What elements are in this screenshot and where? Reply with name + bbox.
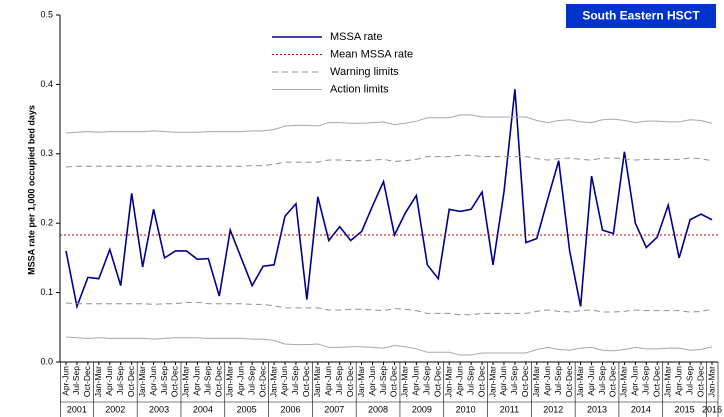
x-tick-label: Apr-Jun (104, 366, 114, 396)
x-tick-label: Jul-Sep (71, 366, 81, 395)
year-label: 2005 (237, 404, 257, 414)
y-tick-label: 0.4 (40, 79, 53, 89)
x-tick-label: Oct-Dec (608, 365, 618, 397)
x-tick-label: Apr-Jun (367, 366, 377, 396)
x-tick-label: Jul-Sep (684, 366, 694, 395)
chart-title: South Eastern HSCT (582, 9, 700, 23)
x-tick-label: Apr-Jun (323, 366, 333, 396)
year-label: 2012 (543, 404, 563, 414)
x-tick-label: Jan-Mar (268, 366, 278, 397)
x-tick-label: Jan-Mar (619, 366, 629, 397)
x-tick-label: Jan-Mar (706, 366, 716, 397)
x-tick-label: Oct-Dec (126, 365, 136, 397)
x-tick-label: Jul-Sep (422, 366, 432, 395)
x-tick-label: Jul-Sep (378, 366, 388, 395)
year-label: 2007 (324, 404, 344, 414)
x-tick-label: Apr-Jun (542, 366, 552, 396)
y-tick-label: 0.3 (40, 148, 53, 158)
year-label: 2003 (149, 404, 169, 414)
x-tick-label: Jul-Sep (246, 366, 256, 395)
x-tick-label: Jul-Sep (334, 366, 344, 395)
x-tick-label: Jan-Mar (575, 366, 585, 397)
x-tick-label: Apr-Jun (630, 366, 640, 396)
x-tick-label: Jan-Mar (662, 366, 672, 397)
year-label: 2002 (105, 404, 125, 414)
x-tick-label: Oct-Dec (214, 365, 224, 397)
legend-label: Mean MSSA rate (330, 48, 413, 60)
x-tick-label: Jul-Sep (203, 366, 213, 395)
y-tick-label: 0.5 (40, 9, 53, 19)
x-tick-label: Jan-Mar (312, 366, 322, 397)
x-tick-label: Apr-Jun (411, 366, 421, 396)
x-tick-label: Jul-Sep (465, 366, 475, 395)
y-tick-label: 0.0 (40, 356, 53, 366)
x-tick-label: Jan-Mar (224, 366, 234, 397)
x-tick-label: Jul-Sep (641, 366, 651, 395)
x-tick-label: Oct-Dec (433, 365, 443, 397)
x-tick-label: Jan-Mar (93, 366, 103, 397)
year-label: 2001 (67, 404, 87, 414)
x-tick-label: Oct-Dec (695, 365, 705, 397)
x-tick-label: Jul-Sep (509, 366, 519, 395)
upper-limit-line (65, 154, 713, 168)
x-tick-label: Jul-Sep (597, 366, 607, 395)
year-label: 2013 (587, 404, 607, 414)
x-tick-label: Oct-Dec (520, 365, 530, 397)
year-label: 2006 (280, 404, 300, 414)
x-tick-label: Jan-Mar (531, 366, 541, 397)
year-label: 2014 (631, 404, 651, 414)
lower-limit-line (65, 336, 713, 356)
x-tick-label: Oct-Dec (301, 365, 311, 397)
x-tick-label: Apr-Jun (586, 366, 596, 396)
x-tick-label: Oct-Dec (345, 365, 355, 397)
x-tick-label: Oct-Dec (389, 365, 399, 397)
x-tick-label: Oct-Dec (82, 365, 92, 397)
legend-label: MSSA rate (330, 31, 383, 43)
x-tick-label: Jan-Mar (400, 366, 410, 397)
year-label: 2015 (675, 404, 695, 414)
legend-label: Action limits (330, 83, 389, 95)
y-tick-label: 0.1 (40, 287, 53, 297)
x-tick-label: Oct-Dec (257, 365, 267, 397)
year-label: 2008 (368, 404, 388, 414)
x-tick-label: Jan-Mar (181, 366, 191, 397)
x-tick-label: Oct-Dec (652, 365, 662, 397)
x-tick-label: Jul-Sep (553, 366, 563, 395)
x-tick-label: Apr-Jun (148, 366, 158, 396)
legend-label: Warning limits (330, 66, 399, 78)
x-tick-label: Oct-Dec (476, 365, 486, 397)
x-tick-label: Apr-Jun (454, 366, 464, 396)
x-tick-label: Apr-Jun (673, 366, 683, 396)
x-tick-label: Jul-Sep (290, 366, 300, 395)
data-line (65, 89, 713, 310)
x-tick-label: Apr-Jun (235, 366, 245, 396)
x-tick-label: Jan-Mar (356, 366, 366, 397)
x-tick-label: Apr-Jun (279, 366, 289, 396)
y-axis-label: MSSA rate per 1,000 occupied bed days (26, 105, 36, 275)
x-tick-label: Jan-Mar (487, 366, 497, 397)
x-tick-label: Oct-Dec (170, 365, 180, 397)
title-box (566, 4, 716, 28)
x-tick-label: Jan-Mar (443, 366, 453, 397)
x-tick-label: Jul-Sep (159, 366, 169, 395)
year-label: 2004 (193, 404, 213, 414)
year-label: 2010 (456, 404, 476, 414)
x-tick-label: Apr-Jun (498, 366, 508, 396)
x-tick-label: Apr-Jun (60, 366, 70, 396)
x-tick-label: Oct-Dec (564, 365, 574, 397)
upper-limit-line (65, 114, 713, 134)
x-tick-label: Apr-Jun (192, 366, 202, 396)
lower-limit-line (65, 301, 713, 316)
x-tick-label: Jul-Sep (115, 366, 125, 395)
x-tick-label: Jan-Mar (137, 366, 147, 397)
year-label: 2009 (412, 404, 432, 414)
y-tick-label: 0.2 (40, 218, 53, 228)
year-label: 2011 (500, 404, 519, 414)
year-label: 2016 (702, 404, 722, 414)
